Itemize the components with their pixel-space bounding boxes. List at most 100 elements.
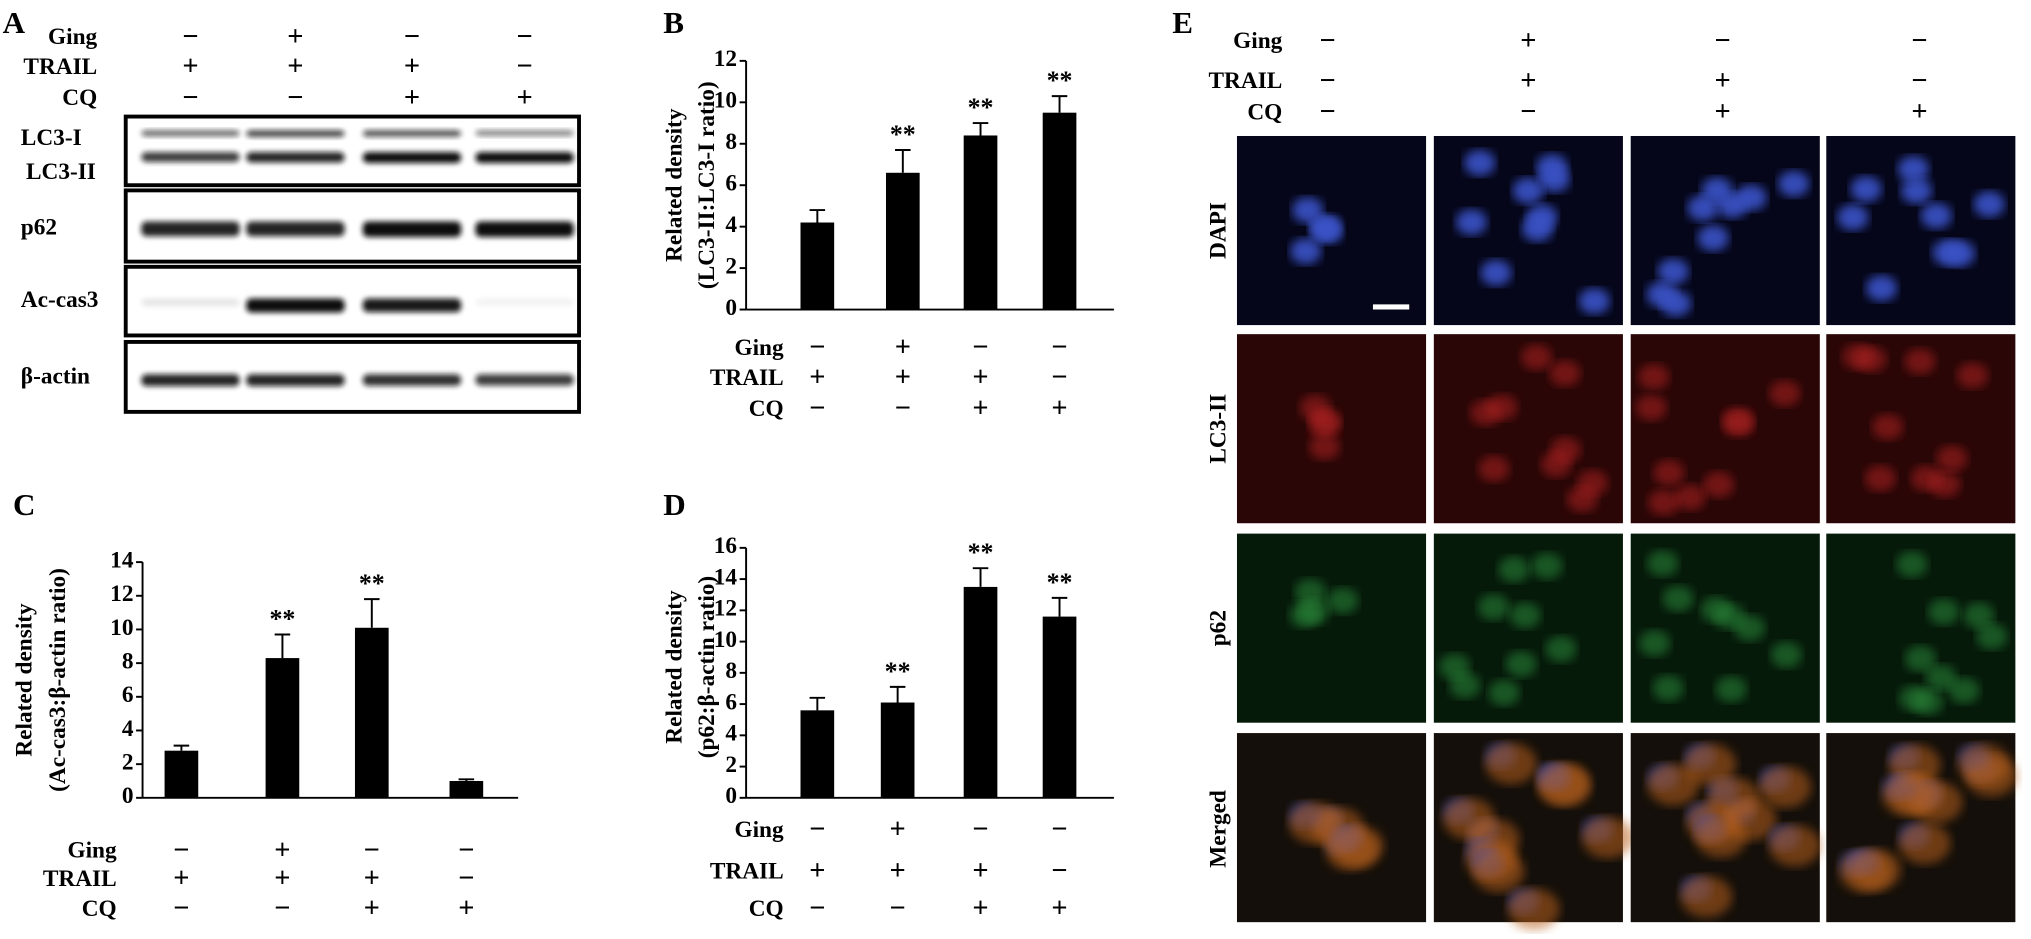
error-bar	[889, 685, 906, 703]
condition-sign: +	[517, 82, 533, 113]
cell	[1638, 363, 1670, 390]
condition-sign: −	[364, 835, 380, 866]
error-bar	[364, 598, 380, 628]
condition-sign: +	[972, 393, 988, 424]
y-tick-label: 12	[110, 581, 133, 607]
condition-name: Ging	[734, 335, 784, 361]
cell	[1309, 214, 1341, 241]
condition-sign: −	[809, 814, 825, 845]
blot-band	[362, 298, 462, 313]
y-tick-label: 8	[725, 658, 737, 684]
cell	[1715, 676, 1747, 703]
cell	[1480, 259, 1512, 286]
condition-sign: +	[1715, 97, 1731, 128]
condition-name: CQ	[749, 896, 784, 922]
cell	[1837, 204, 1869, 231]
condition-sign: −	[182, 82, 198, 113]
cell	[1694, 816, 1747, 858]
blot-band	[246, 130, 345, 137]
condition-sign: +	[972, 893, 988, 924]
cell	[1872, 413, 1904, 440]
significance: **	[359, 569, 385, 598]
cell	[1778, 170, 1810, 197]
cell	[1521, 215, 1554, 242]
condition-sign: −	[895, 393, 911, 424]
condition-name: TRAIL	[23, 54, 97, 80]
blot-row-label: Ac-cas3	[21, 287, 99, 313]
y-tick-label: 10	[714, 627, 737, 653]
condition-sign: +	[1715, 65, 1731, 96]
error-bar	[895, 149, 911, 173]
condition-name: TRAIL	[1209, 68, 1283, 94]
condition-sign: −	[1051, 362, 1067, 393]
y-tick-label: 2	[725, 253, 737, 279]
cell	[1327, 587, 1359, 614]
cell	[1842, 343, 1874, 370]
y-tick-label: 4	[725, 721, 737, 747]
condition-sign: −	[1320, 97, 1336, 128]
bar	[1042, 616, 1077, 798]
condition-sign: +	[182, 51, 198, 82]
condition-sign: +	[1911, 97, 1927, 128]
cell	[1464, 149, 1496, 176]
cell	[1294, 579, 1326, 605]
cell	[1900, 177, 1932, 204]
cell	[1639, 630, 1671, 657]
error-bar	[972, 122, 989, 136]
cell	[1925, 664, 1957, 691]
y-tick-label: 6	[122, 682, 134, 708]
y-tick-label: 10	[110, 615, 133, 641]
condition-name: CQ	[749, 396, 784, 422]
condition-sign: −	[173, 835, 189, 866]
condition-sign: +	[890, 814, 906, 845]
significance: **	[968, 538, 994, 567]
condition-sign: +	[274, 863, 290, 894]
y-tick-label: 2	[122, 749, 134, 775]
condition-sign: −	[1320, 25, 1336, 56]
cell	[1904, 645, 1937, 672]
y-axis-label: Related density	[662, 108, 688, 262]
micro-row-label: LC3-II	[1205, 394, 1231, 464]
y-axis-label: (p62:β-actin ratio)	[694, 576, 720, 758]
condition-sign: +	[1051, 893, 1067, 924]
condition-sign: −	[1051, 332, 1067, 363]
cell	[1292, 197, 1324, 224]
cell	[1488, 679, 1520, 706]
blot-row-label: β-actin	[21, 364, 90, 390]
cell	[1531, 553, 1563, 579]
condition-sign: −	[1051, 814, 1067, 845]
cell	[1576, 469, 1609, 496]
significance: **	[890, 120, 916, 149]
cell	[1653, 459, 1685, 486]
significance: **	[269, 604, 295, 633]
y-tick-label: 0	[122, 783, 134, 809]
cell	[1850, 176, 1882, 203]
cell	[1298, 598, 1330, 625]
cell	[1652, 675, 1684, 702]
y-axis-label: Related density	[11, 603, 37, 757]
condition-sign: −	[1715, 25, 1731, 56]
error-bar	[1051, 596, 1068, 617]
blot-band	[475, 130, 574, 136]
blot-band	[141, 298, 240, 307]
condition-sign: +	[287, 51, 303, 82]
cell	[1308, 433, 1341, 460]
condition-sign: +	[1051, 393, 1067, 424]
cell	[1521, 344, 1553, 371]
cell	[1770, 641, 1802, 668]
blot-row-label: LC3-II	[26, 159, 96, 185]
cell	[1956, 362, 1988, 389]
cell	[1963, 602, 1995, 629]
condition-sign: +	[895, 362, 911, 393]
error-bar	[972, 567, 989, 587]
significance: **	[968, 93, 994, 122]
cell	[1932, 239, 1964, 266]
condition-sign: +	[1520, 25, 1536, 56]
cell	[1648, 489, 1680, 516]
condition-name: Ging	[48, 24, 98, 50]
y-tick-label: 2	[725, 752, 737, 778]
y-tick-label: 6	[725, 689, 737, 715]
condition-sign: −	[809, 893, 825, 924]
